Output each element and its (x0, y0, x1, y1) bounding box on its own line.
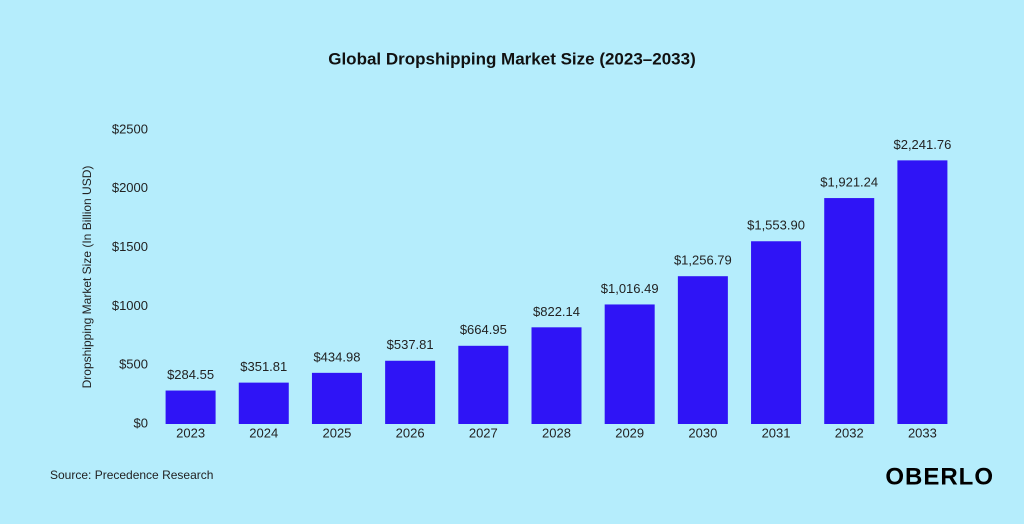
y-axis-label: Dropshipping Market Size (In Billion USD… (80, 166, 94, 389)
value-label: $664.95 (460, 322, 507, 337)
bar (897, 160, 948, 424)
x-tick-label: 2030 (688, 425, 717, 440)
x-tick-label: 2027 (469, 425, 498, 440)
bar (165, 390, 216, 424)
chart-title: Global Dropshipping Market Size (2023–20… (328, 49, 696, 68)
x-tick-label: 2023 (176, 425, 205, 440)
bar (238, 382, 289, 424)
bar (677, 276, 728, 424)
value-label: $1,921.24 (820, 174, 878, 189)
bar (385, 360, 436, 424)
x-tick-label: 2031 (762, 425, 791, 440)
x-tick-label: 2024 (249, 425, 278, 440)
y-tick-label: $1000 (112, 298, 148, 313)
x-tick-label: 2033 (908, 425, 937, 440)
bar (751, 241, 802, 424)
value-label: $434.98 (313, 349, 360, 364)
y-tick-label: $2500 (112, 121, 148, 136)
bar (531, 327, 582, 424)
brand-logo: OBERLO (885, 463, 994, 490)
bar (824, 198, 875, 424)
bar (458, 345, 509, 424)
value-label: $351.81 (240, 359, 287, 374)
x-tick-label: 2025 (322, 425, 351, 440)
x-tick-label: 2032 (835, 425, 864, 440)
y-tick-label: $1500 (112, 239, 148, 254)
x-tick-label: 2026 (396, 425, 425, 440)
source: Source: Precedence Research (50, 468, 213, 482)
value-label: $822.14 (533, 304, 580, 319)
value-label: $1,016.49 (601, 281, 659, 296)
value-label: $1,553.90 (747, 218, 805, 233)
bar (604, 304, 655, 424)
y-tick-label: $0 (134, 415, 148, 430)
x-tick-label: 2028 (542, 425, 571, 440)
x-tick-label: 2029 (615, 425, 644, 440)
value-label: $1,256.79 (674, 253, 732, 268)
value-label: $537.81 (387, 337, 434, 352)
bar (311, 372, 362, 424)
value-label: $284.55 (167, 367, 214, 382)
y-tick-label: $2000 (112, 180, 148, 195)
value-label: $2,241.76 (893, 137, 951, 152)
y-tick-label: $500 (119, 357, 148, 372)
